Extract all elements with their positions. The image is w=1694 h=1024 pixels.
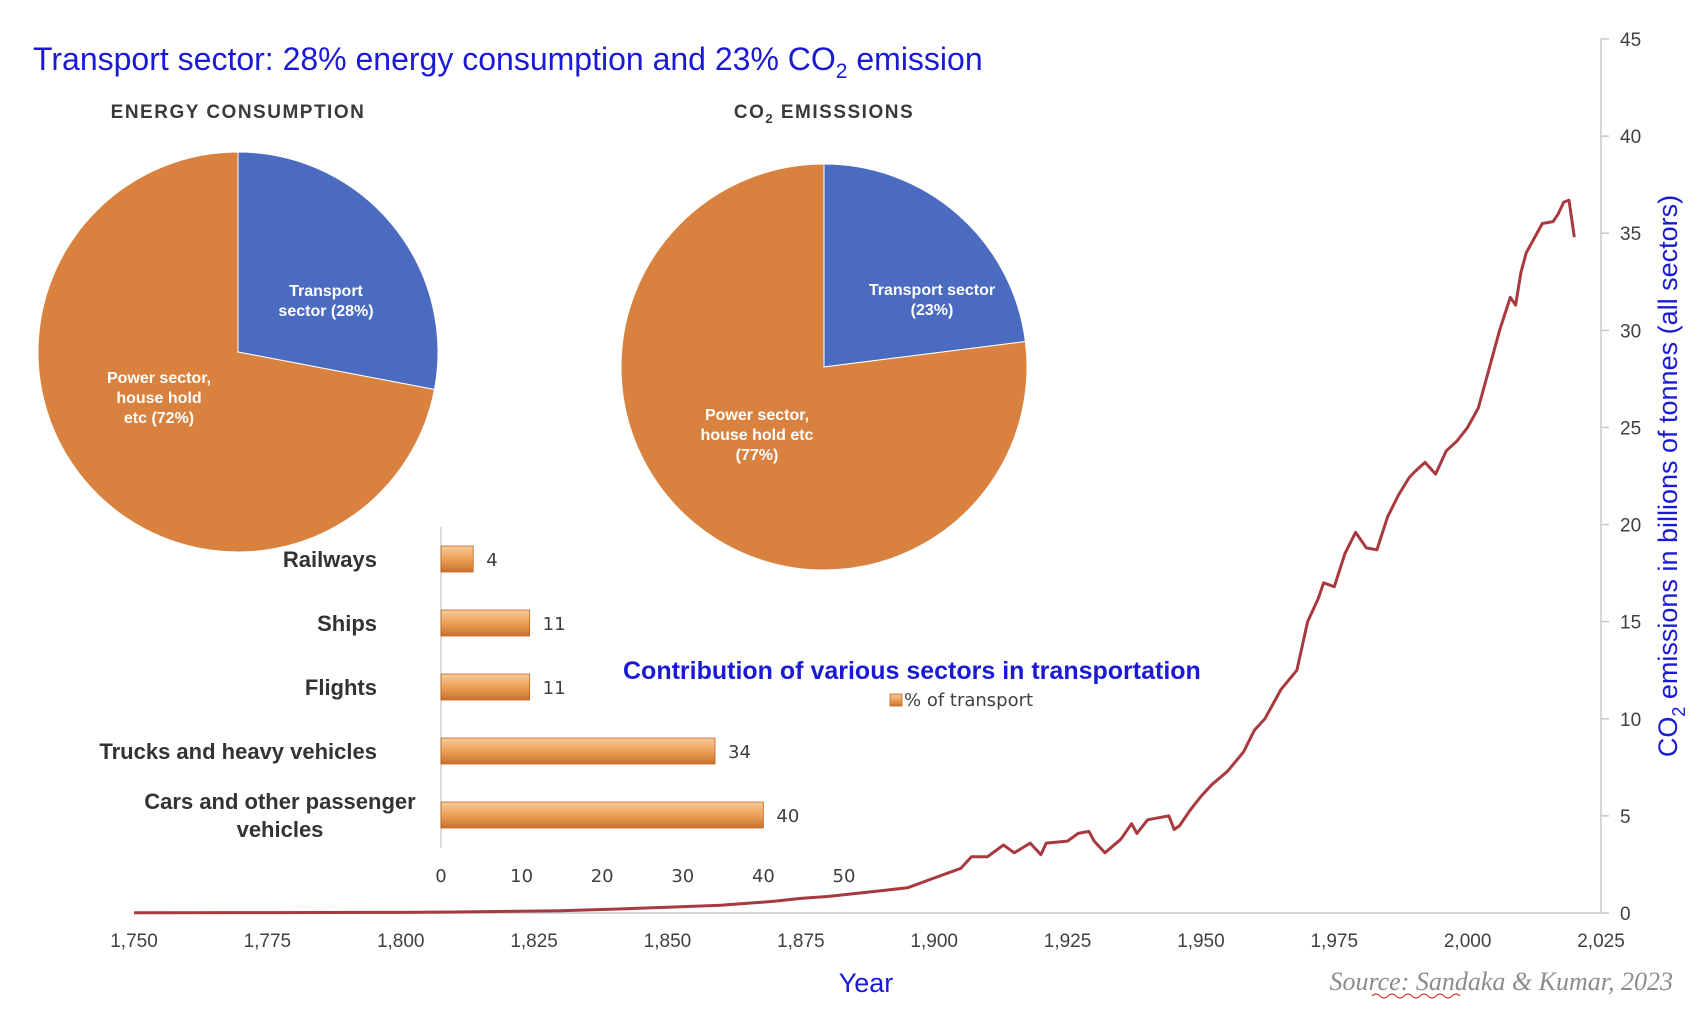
bar-x-tick-label: 40 — [752, 866, 775, 887]
y-axis-ticks: 0 5 10 15 20 25 30 35 40 45 — [1601, 30, 1641, 925]
bar-value-label: 4 — [486, 550, 497, 571]
pie-slice-label: Transport sector (28%) — [278, 283, 373, 320]
y-tick-label: 5 — [1620, 807, 1631, 828]
pie-slice-label: Power sector, house hold etc (77%) — [701, 407, 814, 464]
x-tick-label: 1,825 — [510, 931, 558, 952]
y-tick-label: 45 — [1620, 30, 1641, 51]
x-tick-label: 1,775 — [244, 931, 292, 952]
bar-value-label: 11 — [543, 678, 566, 699]
x-tick-label: 1,900 — [910, 931, 958, 952]
pie-slice — [237, 151, 439, 391]
bar-x-tick-label: 10 — [510, 866, 533, 887]
y-tick-label: 20 — [1620, 516, 1641, 537]
pie-slice — [37, 151, 436, 553]
bar — [440, 801, 764, 829]
bar-chart-title: Contribution of various sectors in trans… — [623, 657, 1201, 685]
bar-value-label: 34 — [728, 742, 751, 763]
energy-consumption-pie: Transport sector (28%) Power sector, house … — [37, 151, 439, 553]
x-tick-label: 1,950 — [1177, 931, 1225, 952]
legend-swatch — [889, 693, 903, 707]
y-tick-label: 30 — [1620, 321, 1641, 342]
bar-x-axis-ticks: 0 10 20 30 40 50 — [435, 866, 855, 887]
co2-pie-title: CO2 EMISSSIONS — [734, 102, 914, 126]
bar-x-tick-label: 20 — [591, 866, 614, 887]
bar — [440, 609, 531, 637]
bars: 4 Railways 11 Ships 11 Flights 34 Trucks and he… — [99, 545, 799, 842]
x-tick-label: 1,875 — [777, 931, 825, 952]
x-tick-label: 1,925 — [1044, 931, 1092, 952]
x-axis-label: Year — [839, 968, 894, 998]
x-tick-label: 1,800 — [377, 931, 425, 952]
bar-category-label: Flights — [305, 675, 377, 700]
x-tick-label: 1,750 — [110, 931, 158, 952]
y-tick-label: 35 — [1620, 224, 1641, 245]
x-tick-label: 2,000 — [1444, 931, 1492, 952]
bar-category-label: Cars and other passenger vehicles — [144, 789, 416, 842]
bar-category-label: Railways — [283, 547, 377, 572]
pie-slice-label: Power sector, house hold etc (72%) — [107, 370, 211, 427]
energy-pie-title: ENERGY CONSUMPTION — [111, 102, 366, 123]
y-axis-label: CO2 emissions in billions of tonnes (all… — [1653, 195, 1689, 757]
x-tick-label: 1,850 — [644, 931, 692, 952]
source-citation: Source: Sandaka & Kumar, 2023 — [1329, 967, 1673, 996]
y-tick-label: 15 — [1620, 613, 1641, 634]
bar — [440, 737, 716, 765]
spellcheck-underline — [1371, 993, 1461, 999]
bar-x-tick-label: 30 — [671, 866, 694, 887]
bar-value-label: 11 — [543, 614, 566, 635]
pie-slice-label: Transport sector (23%) — [869, 282, 995, 319]
y-tick-label: 0 — [1620, 904, 1631, 925]
bar-value-label: 40 — [776, 806, 799, 827]
bar-category-label: Trucks and heavy vehicles — [99, 739, 377, 764]
y-tick-label: 25 — [1620, 418, 1641, 439]
x-tick-label: 1,975 — [1310, 931, 1358, 952]
legend-label: % of transport — [904, 690, 1033, 711]
y-tick-label: 10 — [1620, 710, 1641, 731]
bar-x-tick-label: 0 — [435, 866, 446, 887]
co2-emissions-series-line — [133, 198, 1576, 915]
x-axis-ticks: 1,750 1,775 1,800 1,825 1,850 1,875 1,900 1,925… — [110, 931, 1625, 952]
transport-bar-chart: 4 Railways 11 Ships 11 Flights 34 Trucks and he… — [99, 527, 1201, 887]
co2-line-chart: 1,750 1,775 1,800 1,825 1,850 1,875 1,900 1,925… — [110, 30, 1689, 998]
main-title: Transport sector: 28% energy consumption… — [33, 41, 983, 83]
pie-slice — [620, 163, 1028, 571]
pie-slice — [823, 163, 1026, 368]
bar — [440, 545, 474, 573]
x-tick-label: 2,025 — [1577, 931, 1625, 952]
bar-category-label: Ships — [317, 611, 377, 636]
bar — [440, 673, 531, 701]
y-tick-label: 40 — [1620, 127, 1641, 148]
co2-emissions-pie: Transport sector (23%) Power sector, house … — [620, 163, 1028, 571]
bar-x-tick-label: 50 — [833, 866, 856, 887]
